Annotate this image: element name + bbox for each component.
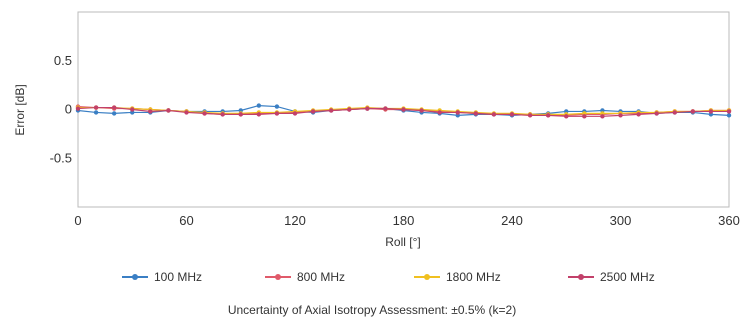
data-point	[274, 111, 280, 116]
x-tick-label: 240	[501, 213, 523, 228]
data-point	[310, 109, 316, 114]
legend-marker	[132, 274, 138, 280]
data-point	[726, 113, 732, 118]
legend-item-1800mhz[interactable]: 1800 MHz	[414, 266, 501, 288]
legend-marker	[275, 274, 281, 280]
data-point	[220, 112, 225, 117]
y-axis-ticks: 0.5 0 -0.5	[50, 53, 72, 166]
y-tick-label: 0.5	[54, 53, 72, 68]
x-tick-label: 360	[718, 213, 740, 228]
data-point	[365, 106, 370, 111]
legend-item-100mhz[interactable]: 100 MHz	[122, 266, 202, 288]
data-point	[111, 105, 117, 110]
data-point	[419, 108, 424, 113]
data-point	[347, 107, 352, 112]
legend-swatch-1800mhz	[414, 271, 440, 283]
data-point	[238, 112, 243, 117]
data-point	[256, 103, 262, 108]
data-point	[148, 109, 153, 114]
legend-label: 1800 MHz	[446, 270, 501, 284]
data-point	[111, 111, 117, 116]
data-point	[582, 114, 587, 119]
x-tick-label: 300	[610, 213, 632, 228]
y-tick-label: -0.5	[50, 150, 72, 165]
x-tick-label: 60	[179, 213, 193, 228]
x-axis-label: Roll [°]	[385, 235, 420, 249]
legend-item-2500mhz[interactable]: 2500 MHz	[568, 266, 655, 288]
data-point	[274, 104, 280, 109]
data-point	[328, 108, 334, 113]
data-point	[130, 107, 135, 112]
y-axis-label: Error [dB]	[13, 84, 27, 135]
legend-swatch-100mhz	[122, 271, 148, 283]
data-point	[292, 111, 298, 116]
data-point	[564, 114, 569, 119]
legend-marker	[578, 274, 584, 280]
data-point	[93, 105, 99, 110]
legend-label: 100 MHz	[154, 270, 203, 284]
data-point	[726, 109, 732, 114]
data-point	[383, 106, 388, 111]
data-point	[184, 110, 189, 115]
y-tick-label: 0	[65, 102, 72, 117]
legend-marker	[424, 274, 430, 280]
x-tick-label: 180	[393, 213, 415, 228]
data-point	[166, 108, 171, 113]
data-point	[256, 112, 262, 117]
legend-swatch-800mhz	[265, 271, 291, 283]
data-point	[545, 113, 551, 118]
data-point	[527, 113, 533, 118]
series-2500-mhz	[75, 105, 732, 119]
data-point	[690, 109, 696, 114]
data-point	[491, 112, 497, 117]
legend-label: 800 MHz	[297, 270, 346, 284]
data-point	[437, 110, 442, 115]
legend: 100 MHz 800 MHz 1800 MHz 2500 MHz	[0, 266, 744, 288]
chart: 0 60 120 180 240 300 360 0.5 0 -0.5 Error [dB] R…	[13, 11, 740, 249]
data-point	[202, 111, 207, 116]
data-point	[600, 114, 605, 119]
x-tick-label: 0	[74, 213, 81, 228]
data-point	[654, 111, 659, 116]
data-point	[93, 110, 99, 115]
data-point	[455, 110, 460, 115]
legend-swatch-2500mhz	[568, 271, 594, 283]
uncertainty-footnote: Uncertainty of Axial Isotropy Assessment…	[227, 303, 517, 317]
x-axis-ticks: 0 60 120 180 240 300 360	[74, 213, 739, 228]
data-point	[75, 106, 81, 111]
data-point	[708, 109, 714, 114]
data-point	[672, 110, 677, 115]
data-point	[618, 113, 623, 118]
data-point	[401, 107, 406, 112]
data-point	[636, 112, 641, 117]
series-layer	[75, 103, 732, 119]
legend-label: 2500 MHz	[600, 270, 655, 284]
legend-item-800mhz[interactable]: 800 MHz	[265, 266, 345, 288]
data-point	[509, 112, 515, 117]
x-tick-label: 120	[284, 213, 306, 228]
data-point	[473, 111, 479, 116]
